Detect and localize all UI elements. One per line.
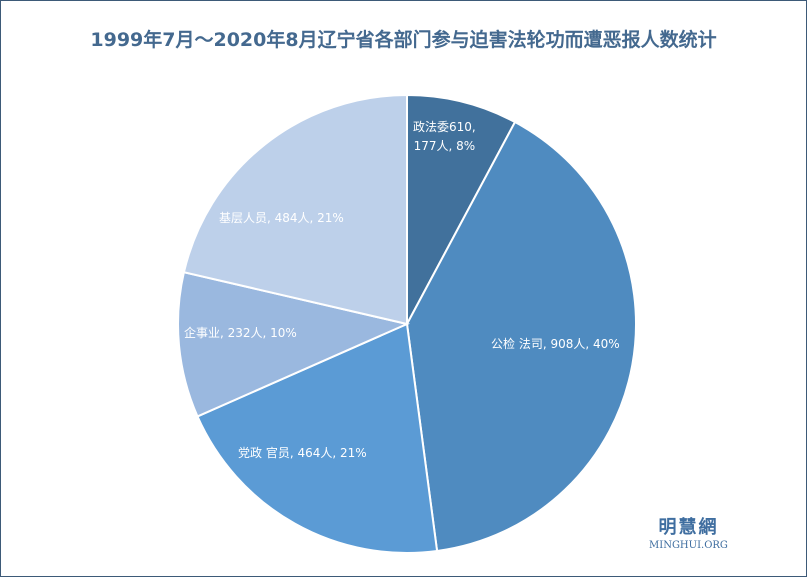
slice-label-2: 公检 法司, 908人, 40% [491, 337, 620, 351]
pie-slice-5 [182, 93, 408, 326]
minghui-logo: 明慧網 MINGHUI.ORG [649, 513, 728, 551]
logo-cn: 明慧網 [658, 517, 719, 538]
pie-slice-4 [177, 271, 411, 418]
chart-title: 1999年7月～2020年8月辽宁省各部门参与迫害法轮功而遭恶报人数统计 [90, 29, 717, 51]
slice-label-1: 政法委610, 177人, 8% [413, 118, 476, 156]
slice-label-4: 企事业, 232人, 10% [184, 326, 297, 340]
slice-label-1-line-2: 177人, 8% [413, 139, 476, 153]
pie-slice-2 [405, 120, 637, 553]
logo-en: MINGHUI.ORG [649, 540, 728, 551]
slice-label-5: 基层人员, 484人, 21% [219, 211, 344, 225]
slice-label-3: 党政 官员, 464人, 21% [238, 446, 367, 460]
pie-slice-1 [406, 93, 517, 325]
slice-label-1-line-1: 政法委610, [413, 120, 476, 134]
pie-slice-3 [196, 322, 439, 554]
